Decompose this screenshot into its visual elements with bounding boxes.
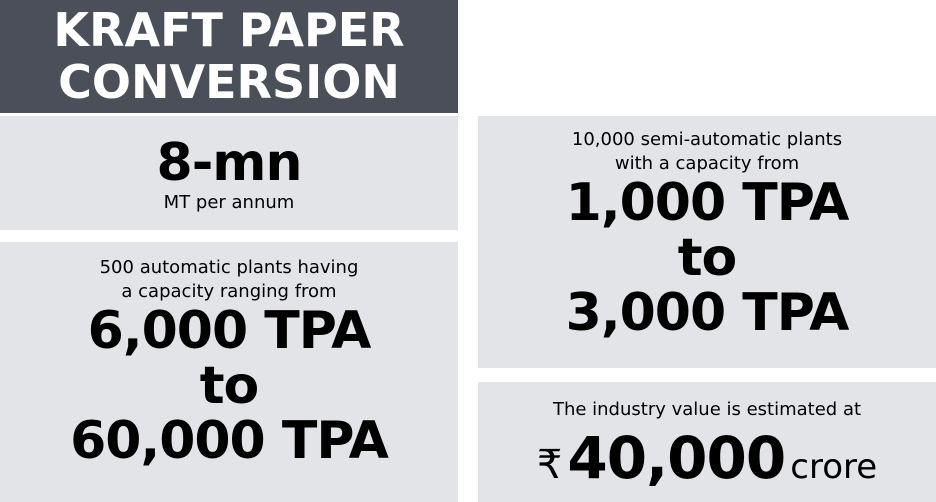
automatic-capacity-upto: 60,000 TPA [70,411,389,471]
industry-value-number: 40,000 [567,424,786,492]
semi-automatic-capacity-to: to [677,228,738,288]
industry-value-box: The industry value is estimated at ₹ 40,… [478,382,936,502]
industry-value-unit: crore [790,447,878,487]
semi-automatic-desc-line-2: with a capacity from [614,153,800,174]
title-banner: KRAFT PAPER CONVERSION [0,0,458,113]
semi-automatic-capacity-upto: 3,000 TPA [565,283,850,343]
semi-automatic-capacity-from: 1,000 TPA [565,173,850,233]
title-line-2: CONVERSION [58,55,400,109]
automatic-desc-line-2: a capacity ranging from [121,281,337,302]
semi-automatic-desc-line-1: 10,000 semi-automatic plants [571,129,843,150]
automatic-capacity-from: 6,000 TPA [87,301,372,361]
title-line-1: KRAFT PAPER [53,3,405,57]
total-capacity-value: 8-mn [156,133,303,193]
rupee-symbol: ₹ [536,442,563,488]
automatic-capacity-to: to [199,356,260,416]
semi-automatic-plants-box: 10,000 semi-automatic plants with a capa… [478,116,936,368]
industry-value-row: ₹ 40,000 crore [478,424,936,492]
industry-value-desc: The industry value is estimated at [552,399,862,420]
total-capacity-unit: MT per annum [163,192,295,213]
total-capacity-box: 8-mn MT per annum [0,116,458,230]
automatic-plants-box: 500 automatic plants having a capacity r… [0,242,458,502]
automatic-desc-line-1: 500 automatic plants having [99,257,359,278]
